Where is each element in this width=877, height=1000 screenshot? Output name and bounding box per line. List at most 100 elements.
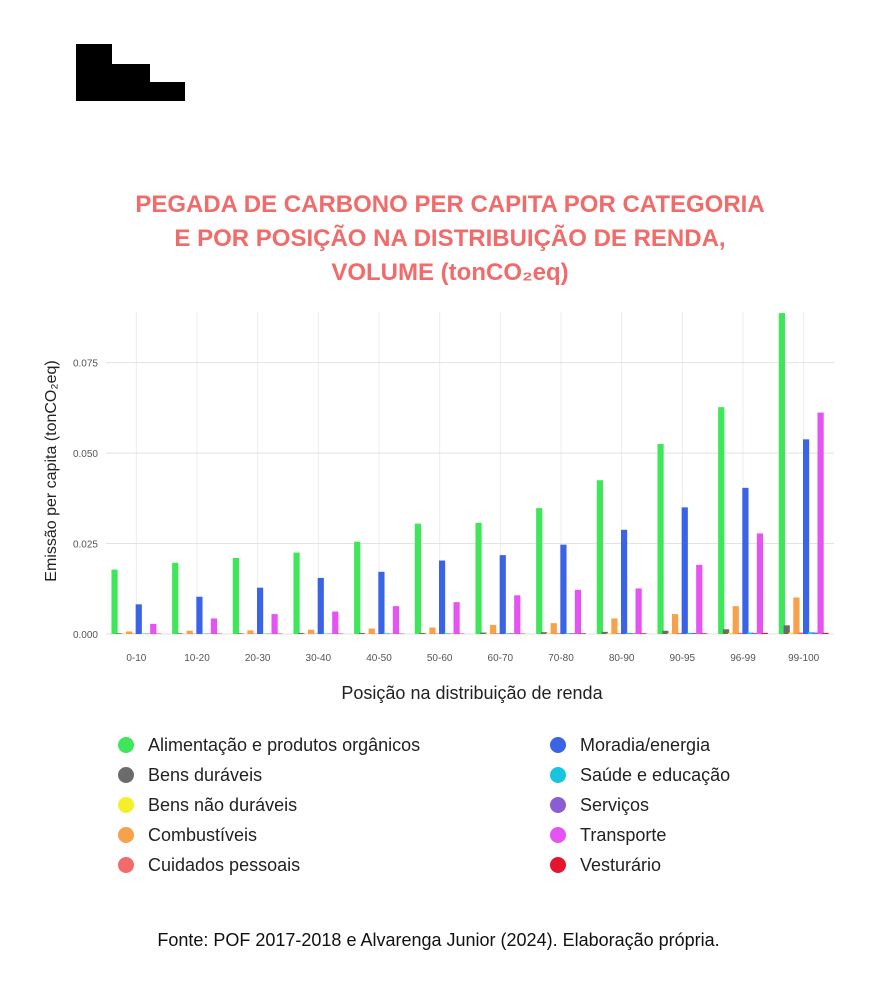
- bar: [358, 632, 366, 634]
- legend-swatch: [550, 767, 566, 783]
- legend-item: Vesturário: [550, 854, 818, 876]
- legend-item: Bens duráveis: [118, 764, 550, 786]
- bar: [368, 628, 375, 634]
- bar: [186, 630, 193, 634]
- y-tick-label: 0.025: [73, 540, 98, 551]
- bar: [150, 623, 157, 634]
- legend-item: Serviços: [550, 794, 818, 816]
- x-axis-label: Posição na distribuição de renda: [341, 683, 603, 703]
- bar: [565, 633, 572, 634]
- y-axis-label: Emissão per capita (tonCO₂eq): [43, 360, 60, 581]
- bar: [383, 633, 390, 634]
- brand-logo-shape: [76, 44, 185, 101]
- legend-swatch: [118, 737, 134, 753]
- bar: [691, 632, 698, 634]
- bar: [111, 569, 118, 634]
- x-tick-label: 40-50: [366, 653, 392, 664]
- bar: [545, 633, 553, 634]
- bar: [298, 632, 305, 634]
- bar: [429, 627, 436, 634]
- bar: [135, 604, 142, 634]
- bar: [701, 633, 708, 634]
- legend-swatch: [550, 827, 566, 843]
- bar: [489, 624, 497, 634]
- bar-chart: 0.000 0.025 0.050 0.075 0-10 10-20 20-30 30-40 4…: [43, 312, 834, 703]
- bar: [751, 632, 759, 634]
- bar: [798, 632, 805, 634]
- bar: [686, 632, 693, 634]
- bar: [822, 632, 829, 634]
- bar: [662, 630, 669, 634]
- bar: [737, 632, 744, 634]
- bar: [232, 558, 239, 634]
- bar: [667, 633, 674, 634]
- bar: [732, 606, 739, 634]
- bar: [509, 633, 516, 634]
- x-tick-label: 50-60: [427, 653, 453, 664]
- legend-label: Transporte: [580, 824, 667, 845]
- legend-item: Bens não duráveis: [118, 794, 550, 816]
- bar: [443, 633, 451, 634]
- legend-item: Cuidados pessoais: [118, 854, 550, 876]
- bar: [807, 632, 815, 634]
- bar: [574, 589, 582, 634]
- bar: [176, 633, 184, 634]
- bar: [307, 629, 315, 634]
- bar: [596, 480, 603, 634]
- bar: [681, 507, 688, 634]
- bar: [271, 614, 278, 634]
- bar: [550, 623, 557, 634]
- legend-label: Cuidados pessoais: [148, 854, 301, 875]
- bar: [196, 596, 203, 634]
- legend-swatch: [118, 767, 134, 783]
- y-tick-label: 0.000: [73, 630, 98, 641]
- bar: [696, 564, 703, 634]
- x-tick-label: 99-100: [788, 653, 820, 664]
- bar: [817, 412, 824, 634]
- bar: [210, 618, 218, 634]
- legend-label: Bens duráveis: [148, 764, 263, 785]
- legend-label: Moradia/energia: [580, 734, 711, 755]
- bar: [788, 632, 795, 634]
- bar: [630, 633, 637, 634]
- bar: [536, 508, 543, 634]
- legend-item: Combustíveis: [118, 824, 550, 846]
- legend-label: Alimentação e produtos orgânicos: [148, 734, 421, 755]
- bar: [480, 632, 487, 634]
- bar: [116, 633, 123, 634]
- legend-swatch: [550, 797, 566, 813]
- chart-title-line-3: VOLUME (tonCO₂eq): [331, 259, 569, 286]
- bar: [783, 625, 790, 634]
- x-tick-label: 30-40: [306, 653, 332, 664]
- bar: [756, 533, 764, 634]
- bar: [332, 611, 339, 634]
- bar: [414, 523, 421, 634]
- legend-swatch: [550, 737, 566, 753]
- legend-swatch: [118, 827, 134, 843]
- legend-swatch: [118, 857, 134, 873]
- chart-legend: Alimentação e produtos orgânicos Moradia/…: [118, 734, 818, 876]
- bar: [579, 633, 586, 634]
- legend-label: Combustíveis: [148, 824, 258, 845]
- bar: [172, 562, 179, 634]
- x-tick-label: 96-99: [730, 653, 756, 664]
- bar: [611, 618, 618, 634]
- bar: [778, 313, 785, 634]
- legend-label: Bens não duráveis: [148, 794, 298, 815]
- x-tick-label: 20-30: [245, 653, 271, 664]
- y-tick-label: 0.050: [73, 449, 98, 460]
- bar: [378, 571, 385, 634]
- bar: [555, 633, 562, 634]
- legend-item: Saúde e educação: [550, 764, 818, 786]
- bar: [247, 630, 254, 634]
- bar: [676, 632, 684, 634]
- legend-swatch: [118, 797, 134, 813]
- bar: [354, 541, 361, 634]
- bar: [620, 529, 628, 634]
- x-tick-label: 0-10: [126, 653, 146, 664]
- bar: [761, 632, 768, 634]
- x-tick-label: 60-70: [488, 653, 514, 664]
- bar: [540, 632, 548, 634]
- chart-title: PEGADA DE CARBONO PER CAPITA POR CATEGOR…: [60, 188, 840, 290]
- bar: [560, 544, 567, 634]
